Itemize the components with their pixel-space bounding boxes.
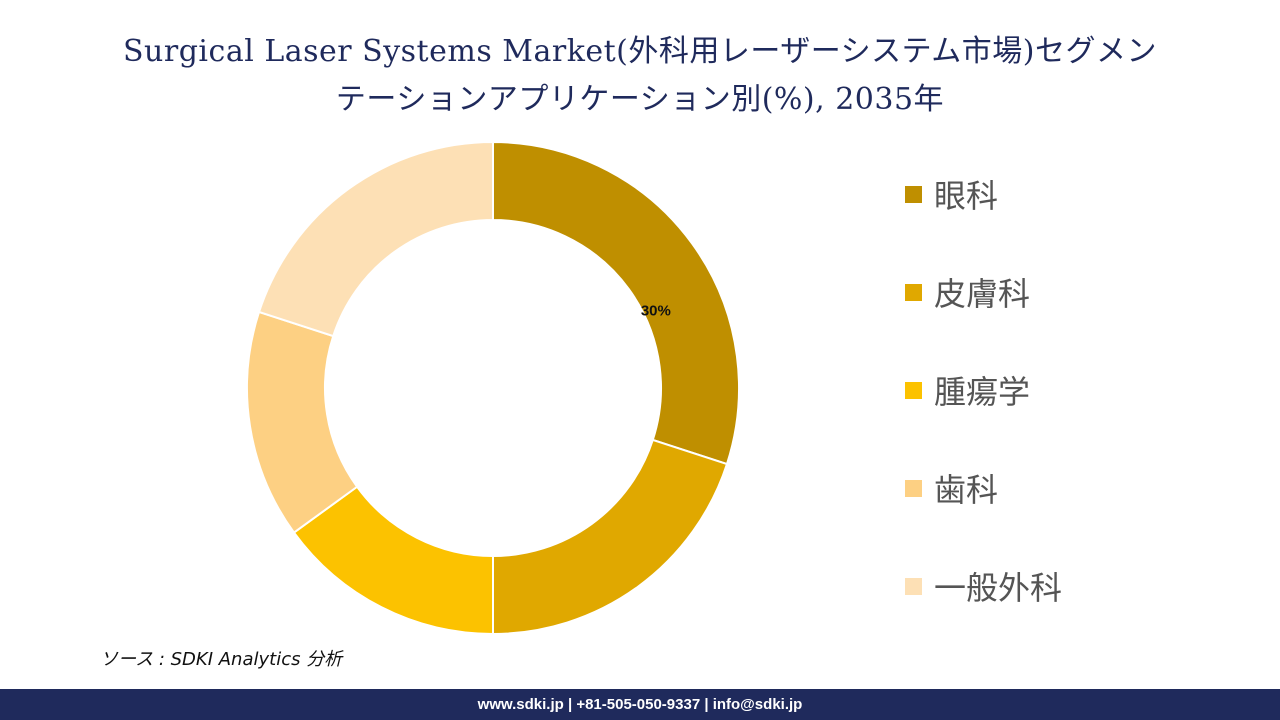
chart-legend: 眼科皮膚科腫瘍学歯科一般外科 — [905, 168, 1062, 658]
chart-title-line1: Surgical Laser Systems Market(外科用レーザーシステ… — [123, 34, 1157, 69]
source-note: ソース : SDKI Analytics 分析 — [100, 649, 343, 670]
legend-item: 歯科 — [905, 462, 1062, 514]
donut-slice-4 — [246, 310, 359, 534]
legend-swatch — [905, 185, 922, 203]
legend-item: 一般外科 — [905, 560, 1062, 612]
chart-title-line2: テーションアプリケーション別(%), 2035年 — [335, 82, 945, 117]
legend-label: 腫瘍学 — [934, 373, 1031, 411]
donut-slice-2 — [492, 438, 729, 636]
legend-label: 歯科 — [934, 471, 999, 509]
chart-title: Surgical Laser Systems Market(外科用レーザーシステ… — [0, 28, 1280, 124]
legend-label: 眼科 — [934, 177, 999, 215]
legend-swatch — [905, 479, 922, 497]
legend-item: 皮膚科 — [905, 266, 1062, 318]
donut-slice-1 — [492, 140, 740, 466]
donut-slice-5 — [257, 140, 494, 338]
legend-item: 眼科 — [905, 168, 1062, 220]
legend-item: 腫瘍学 — [905, 364, 1062, 416]
legend-swatch — [905, 381, 922, 399]
legend-swatch — [905, 283, 922, 301]
data-label-1: 30% — [641, 302, 671, 319]
legend-label: 皮膚科 — [934, 275, 1031, 313]
legend-swatch — [905, 577, 922, 595]
footer-bar: www.sdki.jp | +81-505-050-9337 | info@sd… — [0, 689, 1280, 720]
legend-label: 一般外科 — [934, 569, 1063, 607]
